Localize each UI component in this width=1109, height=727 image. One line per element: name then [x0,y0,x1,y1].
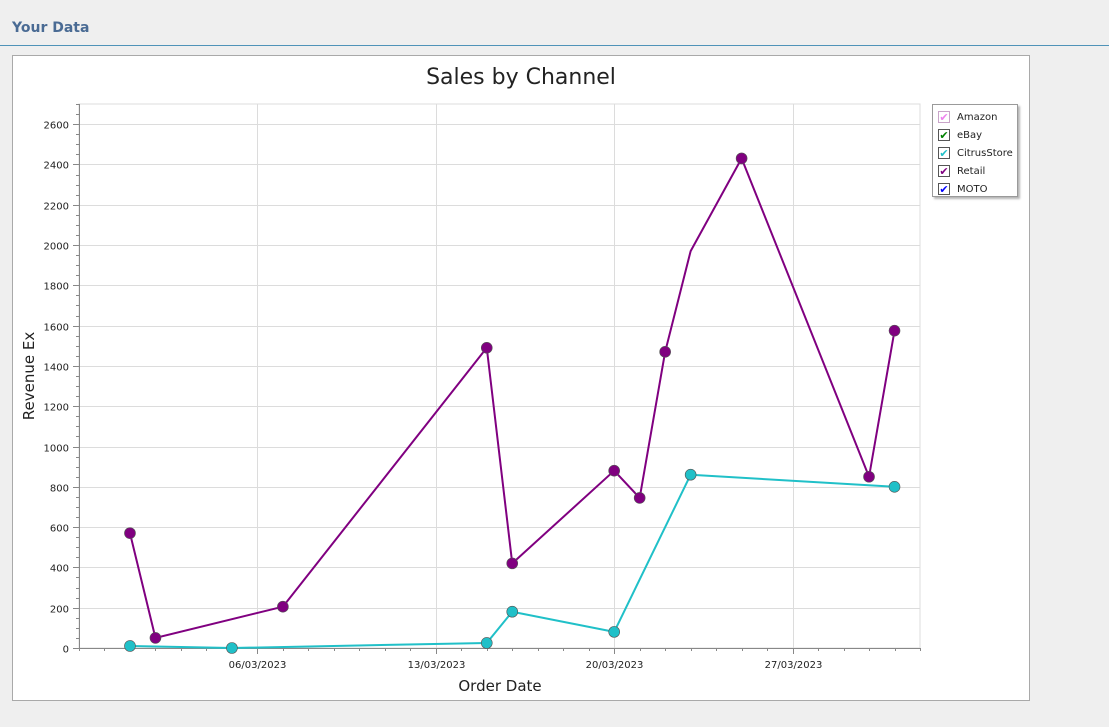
series-line-retail [128,157,896,639]
data-point-retail [633,492,646,504]
data-point-retail [659,346,671,358]
y-tick-label: 1400 [44,363,69,374]
data-point-retail [863,470,875,483]
legend-label: CitrusStore [957,147,1013,159]
x-tick-label: 06/03/2023 [229,660,287,671]
y-tick-label: 0 [63,645,69,656]
y-tick-label: 2600 [44,121,69,132]
legend-checkbox[interactable]: ✔ [938,146,950,160]
legend: ✔ Amazon ✔ eBay ✔ CitrusStore ✔ Retail ✔ MOTO [932,104,1018,197]
data-point-citrusstore [608,626,620,638]
x-tick-label: 27/03/2023 [765,660,823,671]
y-tick-label: 2400 [44,161,69,172]
legend-item-citrusstore[interactable]: ✔ CitrusStore [933,144,1017,162]
x-tick-label: 20/03/2023 [586,660,644,671]
data-point-retail [124,527,136,539]
section-divider [0,45,1109,46]
legend-item-ebay[interactable]: ✔ eBay [933,126,1017,144]
legend-label: Retail [957,165,986,177]
grid [78,103,921,649]
data-point-retail [888,324,901,337]
data-point-citrusstore [226,642,238,654]
section-title: Your Data [12,20,90,36]
axes: 0 200 400 600 800 1000 1200 1400 1600 1800 2000 220… [44,104,921,671]
legend-label: Amazon [957,111,998,123]
data-point-retail [277,600,289,613]
y-tick-label: 2200 [44,202,69,213]
legend-checkbox[interactable]: ✔ [938,110,950,124]
legend-label: eBay [957,129,983,141]
chart-title: Sales by Channel [426,65,616,90]
legend-item-amazon[interactable]: ✔ Amazon [933,108,1017,126]
data-point-citrusstore [888,481,901,493]
data-point-citrusstore [506,605,519,618]
y-tick-label: 1600 [44,323,69,334]
legend-item-moto[interactable]: ✔ MOTO [933,180,1017,198]
legend-item-retail[interactable]: ✔ Retail [933,162,1017,180]
y-tick-label: 400 [50,564,69,575]
chart-panel [12,55,1030,701]
data-point-retail [735,152,748,165]
y-tick-label: 1200 [44,403,69,414]
data-point-citrusstore [684,468,697,481]
y-tick-label: 2000 [44,242,69,253]
y-tick-label: 1800 [44,282,69,293]
legend-label: MOTO [957,183,988,195]
x-axis-label: Order Date [458,677,541,695]
y-axis-label: Revenue Ex [20,332,38,421]
data-point-retail [608,464,620,477]
y-tick-label: 200 [50,605,69,616]
data-point-retail [480,341,493,354]
y-tick-label: 600 [50,524,69,535]
data-point-retail [506,557,519,570]
data-point-citrusstore [124,640,136,652]
legend-checkbox[interactable]: ✔ [938,182,950,196]
x-tick-label: 13/03/2023 [408,660,466,671]
series [124,152,901,654]
data-point-retail [149,632,162,644]
y-tick-label: 800 [50,484,69,495]
legend-checkbox[interactable]: ✔ [938,128,950,142]
data-point-citrusstore [480,637,493,649]
legend-checkbox[interactable]: ✔ [938,164,950,178]
y-tick-label: 1000 [44,444,69,455]
